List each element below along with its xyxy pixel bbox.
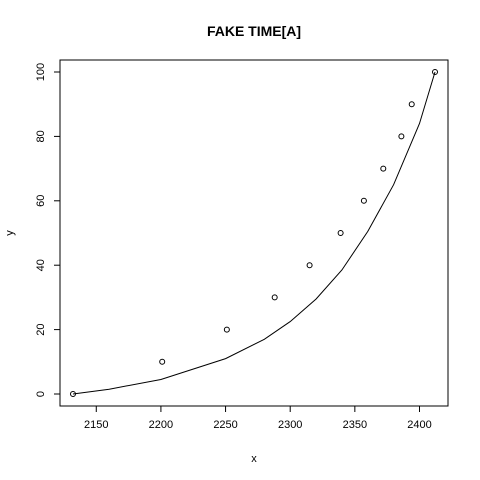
x-axis-label: x: [251, 453, 257, 465]
x-tick-label: 2150: [84, 419, 108, 431]
fitted-curve-layer: [72, 71, 436, 395]
y-tick-label: 20: [35, 323, 47, 335]
y-tick-label: 100: [35, 63, 47, 81]
data-points-layer: [70, 69, 438, 397]
y-axis-label: y: [4, 230, 16, 236]
data-point: [360, 197, 367, 204]
data-point: [159, 358, 166, 365]
data-point: [398, 133, 405, 140]
data-point: [408, 101, 415, 108]
data-point: [380, 165, 387, 172]
x-axis: 2150 2200 2250 2300 2350 2400: [84, 406, 432, 431]
y-tick-label: 60: [35, 195, 47, 207]
data-point: [432, 69, 438, 75]
data-point: [271, 294, 278, 301]
data-point: [306, 262, 313, 269]
x-tick-label: 2200: [149, 419, 173, 431]
chart-title: FAKE TIME[A]: [207, 23, 301, 39]
y-tick-label: 0: [35, 391, 47, 397]
x-tick-label: 2300: [278, 419, 302, 431]
y-tick-label: 80: [35, 130, 47, 142]
data-point: [70, 391, 76, 397]
data-point: [223, 326, 230, 333]
y-axis: 0 20 40 60 80 100: [35, 63, 60, 397]
plot-frame: [59, 59, 449, 407]
x-tick-label: 2400: [407, 419, 431, 431]
data-point: [337, 230, 344, 236]
fitted-curve-line: [72, 71, 436, 395]
y-tick-label: 40: [35, 259, 47, 271]
x-tick-label: 2250: [213, 419, 237, 431]
x-tick-label: 2350: [343, 419, 367, 431]
